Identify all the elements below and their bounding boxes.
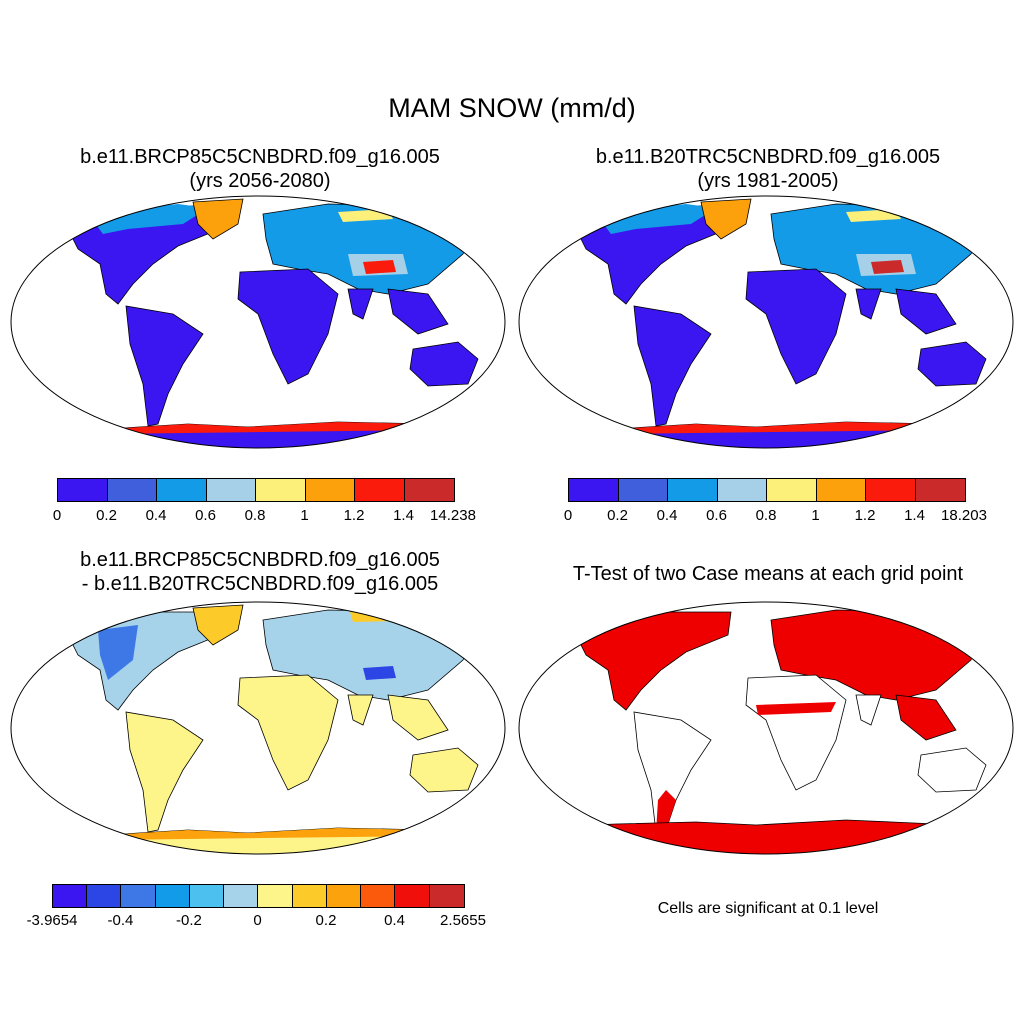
panel3-colorbar-labels: -3.9654 -0.4 -0.2 0 0.2 0.4 2.5655 — [27, 912, 486, 932]
colorbar-label: 0.4 — [656, 507, 678, 524]
colorbar-swatch — [866, 479, 916, 501]
panel4-map — [518, 601, 1014, 855]
colorbar-label: 1.4 — [393, 507, 414, 524]
colorbar-swatch — [816, 479, 866, 501]
panel2-map — [518, 195, 1014, 449]
panel2-title-line2: (yrs 1981-2005) — [697, 170, 839, 192]
colorbar-swatch — [404, 479, 454, 501]
colorbar-swatch — [915, 479, 965, 501]
panel2-colorbar — [568, 478, 966, 502]
colorbar-swatch — [121, 885, 156, 907]
colorbar-swatch — [58, 479, 108, 501]
colorbar-label: 0.4 — [384, 912, 405, 929]
colorbar-label: 1.2 — [343, 507, 365, 524]
panel2-colorbar-labels: 0 0.2 0.4 0.6 0.8 1 1.2 1.4 18.203 — [564, 507, 987, 527]
colorbar-label: 1.2 — [854, 507, 876, 524]
colorbar-label: 18.203 — [941, 507, 987, 524]
colorbar-label: -0.4 — [107, 912, 134, 929]
panel1-colorbar-labels: 0 0.2 0.4 0.6 0.8 1 1.2 1.4 14.238 — [53, 507, 476, 527]
colorbar-swatch — [618, 479, 668, 501]
colorbar-label: 0.6 — [195, 507, 216, 524]
colorbar-label: 1 — [300, 507, 309, 524]
panel3-title-line2: - b.e11.B20TRC5CNBDRD.f09_g16.005 — [81, 573, 439, 595]
panel2-title-line1: b.e11.B20TRC5CNBDRD.f09_g16.005 — [595, 146, 941, 168]
colorbar-swatch — [292, 885, 327, 907]
colorbar-label: 14.238 — [430, 507, 476, 524]
colorbar-label: 0.2 — [96, 507, 117, 524]
colorbar-label: 0.2 — [607, 507, 628, 524]
colorbar-swatch — [256, 479, 306, 501]
panel3-title: b.e11.BRCP85C5CNBDRD.f09_g16.005 - b.e11… — [10, 548, 510, 596]
colorbar-swatch — [189, 885, 225, 907]
colorbar-swatch — [206, 479, 256, 501]
colorbar-label: 1 — [811, 507, 820, 524]
colorbar-label: 2.5655 — [440, 912, 486, 929]
panel1-title-line2: (yrs 2056-2080) — [189, 170, 331, 192]
panel4-title: T-Test of two Case means at each grid po… — [572, 563, 964, 585]
panel1-map — [10, 195, 506, 449]
panel1-title-line1: b.e11.BRCP85C5CNBDRD.f09_g16.005 — [80, 146, 440, 168]
colorbar-label: 0.2 — [315, 912, 337, 929]
colorbar-swatch — [224, 885, 259, 907]
panel3-title-line1: b.e11.BRCP85C5CNBDRD.f09_g16.005 — [80, 549, 440, 571]
colorbar-swatch — [326, 885, 362, 907]
colorbar-label: 0 — [563, 507, 573, 524]
colorbar-label: 0.4 — [145, 507, 167, 524]
colorbar-swatch — [767, 479, 817, 501]
colorbar-label: 0.8 — [755, 507, 777, 524]
colorbar-swatch — [361, 885, 396, 907]
significance-note: Cells are significant at 0.1 level — [657, 900, 879, 917]
panel1-colorbar — [57, 478, 455, 502]
figure-title: MAM SNOW (mm/d) — [388, 93, 636, 123]
colorbar-swatch — [155, 885, 190, 907]
colorbar-swatch — [305, 479, 355, 501]
colorbar-swatch — [355, 479, 405, 501]
panel2-title: b.e11.B20TRC5CNBDRD.f09_g16.005 (yrs 198… — [518, 145, 1018, 193]
colorbar-swatch — [258, 885, 293, 907]
colorbar-swatch — [668, 479, 718, 501]
colorbar-label: 1.4 — [904, 507, 925, 524]
colorbar-label: 0 — [52, 507, 62, 524]
colorbar-swatch — [53, 885, 88, 907]
colorbar-swatch — [717, 479, 767, 501]
panel3-map — [10, 601, 506, 855]
panel3-colorbar — [52, 884, 465, 908]
colorbar-swatch — [395, 885, 430, 907]
colorbar-label: 0.6 — [706, 507, 727, 524]
colorbar-swatch — [569, 479, 619, 501]
colorbar-label: 0 — [253, 912, 262, 929]
colorbar-label: 0.8 — [244, 507, 266, 524]
colorbar-swatch — [429, 885, 464, 907]
colorbar-swatch — [107, 479, 157, 501]
colorbar-label: -0.2 — [176, 912, 202, 929]
panel1-title: b.e11.BRCP85C5CNBDRD.f09_g16.005 (yrs 20… — [10, 145, 510, 193]
colorbar-swatch — [157, 479, 207, 501]
colorbar-label: -3.9654 — [26, 912, 78, 929]
colorbar-swatch — [87, 885, 122, 907]
